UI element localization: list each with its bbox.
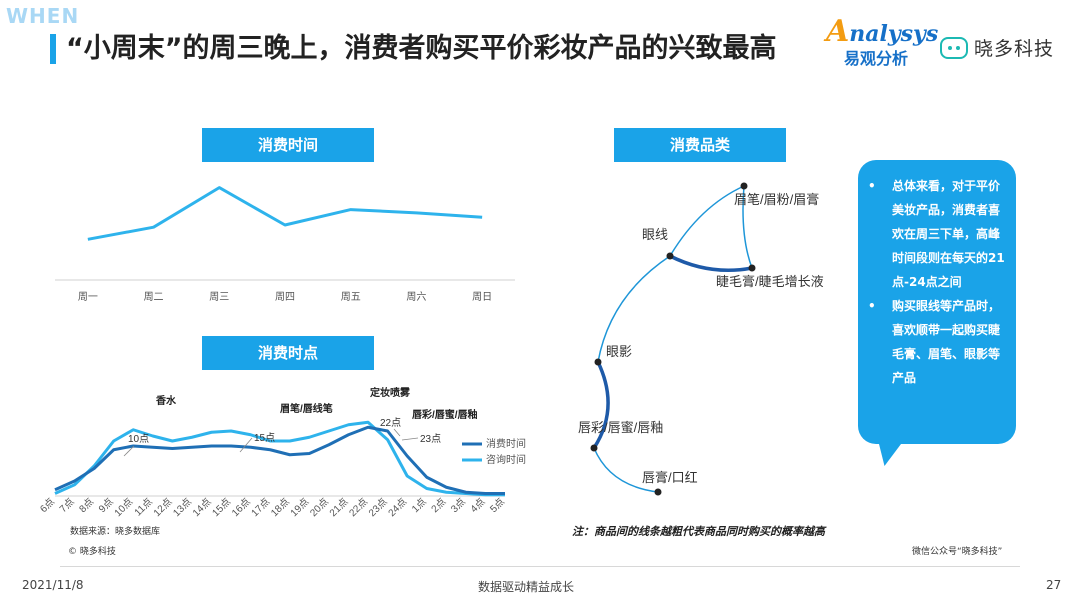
xiaoduo-logo-text: 晓多科技: [974, 38, 1055, 60]
network-node: [590, 444, 598, 452]
section-tag: WHEN: [6, 4, 80, 28]
xiaoduo-logo: 晓多科技: [940, 34, 1054, 61]
summary-point-2: 购买眼线等产品时，喜欢顺带一起购买睫毛膏、眉笔、眼影等产品: [892, 299, 1001, 385]
network-node: [666, 252, 674, 260]
chart-annotation: 23点: [420, 433, 441, 445]
hour-tick-label: 13点: [171, 496, 194, 519]
robot-face-icon: [940, 36, 968, 59]
week-tick-label: 周一: [78, 291, 98, 303]
hour-tick-label: 3点: [449, 496, 468, 515]
network-edge: [592, 361, 610, 449]
chart-annotation: 眉笔/唇线笔: [280, 402, 333, 415]
network-node-label: 眉笔/眉粉/眉膏: [734, 192, 819, 207]
hour-tick-label: 17点: [249, 496, 272, 519]
hour-tick-label: 6点: [38, 496, 57, 515]
hour-tick-label: 21点: [327, 496, 350, 519]
network-node: [654, 488, 662, 496]
chart-annotation: 10点: [128, 433, 149, 445]
week-tick-label: 周三: [209, 291, 229, 303]
hour-tick-label: 5点: [488, 496, 507, 515]
network-edge: [669, 185, 745, 257]
network-node-label: 眼影: [606, 344, 632, 359]
title-accent-bar: [50, 34, 56, 64]
annotation-leader: [123, 445, 135, 457]
network-edge: [597, 255, 671, 363]
legend-label: 消费时间: [486, 437, 526, 450]
network-edge: [593, 447, 659, 493]
hour-tick-label: 14点: [190, 496, 213, 519]
network-edge: [669, 254, 753, 273]
hour-chart-label: 消费时点: [202, 336, 374, 370]
summary-point-1: 总体来看，对于平价美妆产品，消费者喜欢在周三下单，高峰时间段则在每天的21点-2…: [892, 179, 1005, 289]
hour-tick-label: 18点: [268, 496, 291, 519]
hour-tick-label: 24点: [386, 496, 409, 519]
week-chart-label: 消费时间: [202, 128, 374, 162]
network-node-label: 唇彩/唇蜜/唇釉: [578, 420, 663, 435]
chart-annotation: 15点: [254, 432, 275, 444]
week-tick-label: 周六: [406, 291, 426, 303]
hour-tick-label: 11点: [132, 496, 155, 519]
week-series-line: [87, 186, 483, 241]
network-node: [748, 264, 756, 272]
chart-annotation: 22点: [380, 417, 401, 429]
analysys-logo-cn: 易观分析: [844, 49, 909, 68]
network-edge: [742, 185, 753, 269]
network-node-label: 睫毛膏/睫毛增长液: [716, 274, 824, 289]
chart-annotation: 定妆喷雾: [370, 386, 411, 399]
network-node-label: 眼线: [642, 227, 668, 242]
hour-tick-label: 22点: [347, 496, 370, 519]
week-tick-label: 周二: [144, 291, 164, 303]
annotation-leader: [393, 428, 401, 437]
chart-note: 注：商品间的线条越粗代表商品同时购买的概率越高: [572, 525, 825, 538]
footer-slogan: 数据驱动精益成长: [478, 580, 575, 594]
week-line-chart: 周一 周二 周三 周四 周五 周六 周日: [55, 186, 515, 303]
hour-tick-label: 12点: [151, 496, 174, 519]
analysys-logo-a: A: [826, 14, 850, 49]
data-source: 数据来源：晓多数据库: [70, 527, 161, 537]
network-node-label: 唇膏/口红: [642, 470, 698, 485]
hour-tick-label: 10点: [112, 496, 135, 519]
wechat-account: 微信公众号“晓多科技”: [912, 547, 1003, 557]
hour-tick-label: 2点: [429, 496, 448, 515]
hour-series-line-1: [54, 420, 505, 497]
hour-series-line-0: [54, 425, 505, 495]
page-title: “小周末”的周三晚上，消费者购买平价彩妆产品的兴致最高: [66, 33, 777, 64]
chart-annotation: 香水: [156, 394, 177, 407]
analysys-logo-text: nalysys: [849, 21, 939, 47]
hour-tick-label: 16点: [229, 496, 252, 519]
network-node: [740, 182, 748, 190]
hour-tick-label: 23点: [366, 496, 389, 519]
annotation-leader: [239, 437, 253, 453]
week-tick-label: 周四: [275, 291, 295, 303]
footer-divider: [60, 566, 1020, 567]
network-node: [594, 358, 602, 366]
hour-tick-label: 15点: [210, 496, 233, 519]
hour-line-chart: 6点 7点 8点 9点10点11点12点13点14点15点16点17点18点19点20…: [38, 386, 526, 519]
hour-tick-label: 8点: [77, 496, 96, 515]
hour-tick-label: 4点: [468, 496, 487, 515]
footer-date: 2021/11/8: [22, 578, 84, 592]
week-tick-label: 周五: [341, 291, 361, 303]
hour-tick-label: 1点: [409, 496, 428, 515]
legend-label: 咨询时间: [486, 453, 526, 466]
analysys-logo: Analysys 易观分析: [826, 14, 938, 72]
copyright: © 晓多科技: [68, 547, 116, 557]
category-chart-label: 消费品类: [614, 128, 786, 162]
page-number: 27: [1046, 578, 1062, 592]
hour-tick-label: 20点: [308, 496, 331, 519]
chart-annotation: 唇彩/唇蜜/唇釉: [412, 408, 478, 421]
summary-bubble: • 总体来看，对于平价美妆产品，消费者喜欢在周三下单，高峰时间段则在每天的21点-…: [858, 160, 1016, 444]
hour-tick-label: 7点: [57, 496, 76, 515]
week-tick-label: 周日: [472, 291, 492, 303]
annotation-leader: [401, 437, 419, 441]
hour-tick-label: 19点: [288, 496, 311, 519]
